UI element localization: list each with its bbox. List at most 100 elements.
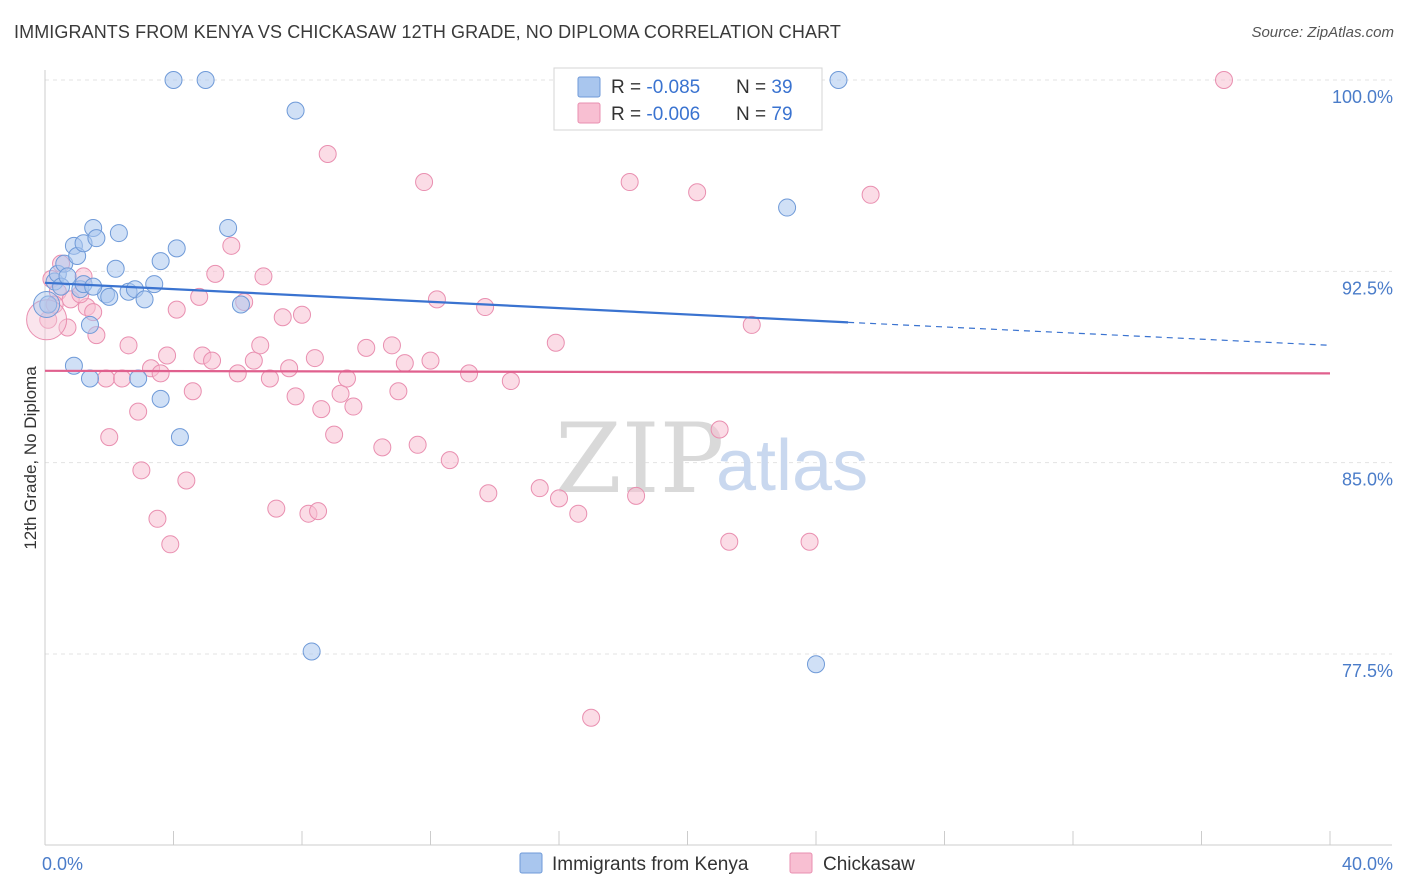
kenya-trend-line [44, 281, 849, 324]
chart-source: Source: ZipAtlas.com [1251, 24, 1394, 41]
kenya-point [807, 655, 825, 674]
chickasaw-point [620, 173, 639, 192]
chickasaw-point [861, 185, 880, 204]
chickasaw-point [501, 372, 520, 391]
kenya-point [135, 290, 154, 309]
chickasaw-point [228, 364, 247, 383]
legend-swatch-kenya [577, 76, 601, 98]
chickasaw-point [222, 236, 241, 255]
kenya-point-cluster [33, 290, 61, 318]
kenya-point [286, 101, 305, 120]
chickasaw-point [161, 535, 180, 554]
chickasaw-point [546, 333, 565, 352]
kenya-point [196, 71, 215, 89]
chickasaw-point [251, 336, 270, 355]
chickasaw-point [373, 438, 392, 457]
bottom-legend: Immigrants from Kenya Chickasaw [519, 852, 915, 875]
chickasaw-point [312, 400, 331, 419]
chickasaw-point [415, 173, 434, 192]
svg-text:R = -0.085: R = -0.085 [611, 77, 700, 98]
x-tick-label: 0.0% [42, 854, 83, 874]
x-tick-labels: 0.0% 40.0% [42, 854, 1393, 874]
chickasaw-point [627, 486, 646, 505]
chickasaw-point [427, 290, 446, 309]
chickasaw-point [325, 425, 344, 444]
kenya-point [58, 267, 77, 286]
chickasaw-point [113, 369, 132, 388]
chickasaw-point [479, 484, 498, 503]
chickasaw-point [344, 397, 363, 416]
chickasaw-point [337, 369, 356, 388]
chickasaw-point [293, 305, 311, 324]
y-tick-label: 77.5% [1342, 661, 1393, 681]
kenya-point [219, 218, 238, 237]
bottom-legend-label-kenya: Immigrants from Kenya [552, 854, 749, 875]
bottom-legend-swatch-chickasaw [789, 852, 813, 874]
y-axis-title: 12th Grade, No Diploma [21, 366, 40, 550]
chickasaw-point [280, 359, 299, 378]
kenya-point [129, 369, 148, 388]
series-chickasaw-points [26, 71, 1233, 727]
chickasaw-point [530, 479, 549, 498]
chickasaw-point [260, 369, 279, 388]
chickasaw-point [688, 183, 707, 202]
legend-n-value-kenya: 39 [771, 77, 792, 98]
svg-text:R = -0.006: R = -0.006 [611, 104, 700, 125]
chickasaw-point [408, 435, 427, 454]
chickasaw-point [318, 144, 337, 163]
chickasaw-point [1214, 71, 1233, 89]
svg-text:N = 79: N = 79 [736, 104, 793, 125]
chickasaw-point [177, 471, 196, 490]
chickasaw-point [800, 532, 819, 551]
chickasaw-point [389, 382, 408, 401]
chickasaw-point [273, 308, 292, 327]
watermark-atlas: atlas [716, 426, 868, 506]
legend-r-label-chickasaw: R = [611, 104, 646, 125]
chickasaw-point [742, 315, 761, 334]
y-tick-labels: 100.0% 92.5% 85.0% 77.5% [1332, 87, 1393, 681]
chickasaw-point [148, 509, 167, 528]
bottom-legend-label-chickasaw: Chickasaw [823, 854, 915, 875]
legend-r-label-kenya: R = [611, 77, 646, 98]
chickasaw-trend-line [44, 369, 1331, 375]
kenya-point [231, 295, 250, 314]
y-tick-label: 85.0% [1342, 470, 1393, 490]
chickasaw-point [183, 382, 202, 401]
legend-r-value-chickasaw: -0.006 [646, 104, 700, 125]
legend-swatch-chickasaw [577, 102, 601, 124]
watermark: ZIP atlas [555, 403, 868, 515]
chickasaw-point [440, 451, 459, 470]
y-tick-label: 92.5% [1342, 278, 1393, 298]
svg-text:N = 39: N = 39 [736, 77, 793, 98]
kenya-point [80, 369, 99, 388]
chickasaw-point [569, 504, 588, 523]
chickasaw-point [357, 338, 376, 357]
chickasaw-point [476, 298, 495, 317]
chickasaw-point [395, 354, 414, 373]
chickasaw-point [254, 267, 273, 286]
axes [44, 70, 1392, 846]
chickasaw-point [100, 428, 119, 447]
chickasaw-point [167, 300, 186, 319]
chickasaw-point [244, 351, 263, 370]
chickasaw-point [151, 364, 170, 383]
chickasaw-point [460, 364, 479, 383]
kenya-point [106, 259, 125, 278]
chickasaw-point [158, 346, 177, 365]
kenya-point [829, 71, 848, 89]
chickasaw-point [305, 349, 324, 368]
legend-n-value-chickasaw: 79 [771, 104, 792, 125]
chickasaw-point [582, 708, 601, 727]
chickasaw-point [190, 287, 209, 306]
legend-n-label-kenya: N = [736, 77, 771, 98]
trend-lines [44, 281, 1331, 375]
kenya-point [170, 428, 189, 447]
kenya-point [39, 295, 58, 314]
chickasaw-point [710, 420, 729, 439]
chickasaw-point [720, 532, 739, 551]
chickasaw-point [382, 336, 401, 355]
chickasaw-point [132, 461, 151, 480]
kenya-point [151, 389, 170, 408]
y-tick-label: 100.0% [1332, 87, 1393, 107]
